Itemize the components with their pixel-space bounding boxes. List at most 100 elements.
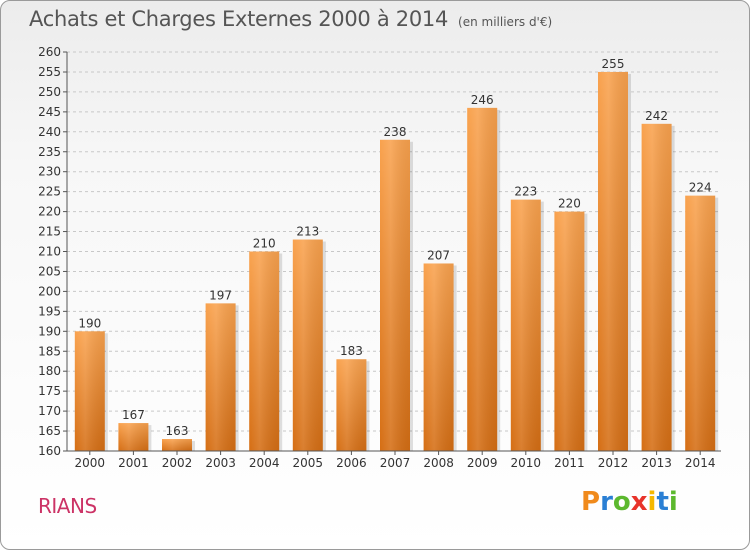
bar-shine: [423, 263, 454, 451]
bar-shine: [205, 303, 236, 451]
bar: [685, 195, 719, 451]
y-tick-label: 180: [38, 364, 61, 378]
y-tick-label: 160: [38, 444, 61, 458]
chart-header: Achats et Charges Externes 2000 à 2014 (e…: [29, 7, 552, 31]
data-label: 238: [384, 125, 407, 139]
logo-letter: P: [581, 487, 601, 517]
y-tick-label: 255: [38, 65, 61, 79]
bar: [249, 251, 283, 451]
bar-shine: [554, 211, 585, 451]
bar: [467, 107, 501, 452]
x-tick-label: 2001: [118, 456, 149, 470]
commune-name: RIANS: [38, 494, 97, 518]
bar-shine: [292, 239, 323, 451]
y-tick-label: 210: [38, 245, 61, 259]
x-tick-label: 2013: [641, 456, 672, 470]
data-labels: 190 167 163 197 210 213 183 238 207 246 223 220 255 2…: [78, 57, 711, 438]
logo-letter: x: [630, 487, 648, 517]
y-tick-label: 245: [38, 105, 61, 119]
y-tick-label: 240: [38, 125, 61, 139]
bar-shine: [598, 71, 628, 451]
y-tick-label: 190: [38, 324, 61, 338]
x-axis-ticks: 2000 2001 2002 2003 2004 2005 2006 2007 2008 2009…: [75, 451, 716, 470]
x-tick-label: 2010: [511, 456, 542, 470]
y-axis-ticks: 160 165 170 175 180 185 190 195 200 205 210 215 220 2…: [38, 45, 67, 458]
x-tick-label: 2002: [162, 456, 193, 470]
y-tick-label: 205: [38, 264, 61, 278]
x-tick-label: 2012: [598, 456, 629, 470]
data-label: 197: [209, 288, 232, 302]
logo-letter: r: [600, 487, 613, 517]
x-tick-label: 2008: [423, 456, 454, 470]
bar-shine: [380, 139, 410, 451]
logo-letter: o: [612, 487, 631, 517]
bar-shine: [641, 123, 672, 451]
x-tick-label: 2004: [249, 456, 280, 470]
bar: [292, 239, 326, 451]
data-label: 224: [689, 181, 712, 195]
bar-shine: [162, 439, 192, 451]
x-tick-label: 2006: [336, 456, 367, 470]
y-tick-label: 250: [38, 85, 61, 99]
y-tick-label: 215: [38, 225, 61, 239]
bar-shine: [74, 331, 105, 451]
bar: [554, 211, 588, 451]
y-tick-label: 230: [38, 165, 61, 179]
bar: [510, 199, 544, 451]
data-label: 163: [166, 424, 189, 438]
bar-shine: [336, 359, 367, 451]
y-tick-label: 185: [38, 344, 61, 358]
data-label: 190: [78, 316, 101, 330]
bar: [74, 331, 108, 451]
bar: [336, 359, 370, 451]
y-tick-label: 235: [38, 145, 61, 159]
data-label: 242: [645, 109, 668, 123]
x-tick-label: 2014: [685, 456, 716, 470]
y-tick-label: 170: [38, 404, 61, 418]
y-tick-label: 165: [38, 424, 61, 438]
unit-note: (en milliers d'€): [458, 15, 553, 29]
y-tick-label: 175: [38, 384, 61, 398]
bar-shine: [118, 423, 149, 451]
data-label: 246: [471, 93, 494, 107]
y-tick-label: 260: [38, 45, 61, 59]
data-label: 255: [602, 57, 625, 71]
logo-letter: t: [656, 487, 669, 517]
x-tick-label: 2003: [205, 456, 236, 470]
bars: [74, 71, 719, 452]
bar-shine: [685, 195, 716, 451]
bar: [423, 263, 457, 451]
bar-shine: [249, 251, 280, 451]
y-tick-label: 195: [38, 304, 61, 318]
logo-letter: i: [647, 487, 657, 517]
data-label: 220: [558, 197, 581, 211]
bar: [380, 139, 413, 451]
y-tick-label: 200: [38, 284, 61, 298]
bar: [598, 71, 631, 451]
data-label: 223: [514, 185, 537, 199]
data-label: 213: [296, 225, 319, 239]
proxiti-logo: Proxiti: [581, 487, 678, 517]
x-tick-label: 2005: [293, 456, 324, 470]
x-tick-label: 2007: [380, 456, 411, 470]
x-tick-label: 2000: [75, 456, 106, 470]
bar: [641, 123, 675, 451]
x-tick-label: 2009: [467, 456, 498, 470]
bar: [118, 423, 152, 451]
y-tick-label: 220: [38, 205, 61, 219]
x-tick-label: 2011: [554, 456, 585, 470]
bar: [205, 303, 239, 451]
y-tick-label: 225: [38, 185, 61, 199]
axes: [66, 52, 721, 452]
data-label: 210: [253, 237, 276, 251]
bar-shine: [467, 107, 498, 452]
logo-letter: i: [668, 487, 678, 517]
bar: [162, 439, 195, 451]
data-label: 183: [340, 344, 363, 358]
bar-shine: [510, 199, 541, 451]
data-label: 167: [122, 408, 145, 422]
data-label: 207: [427, 248, 450, 262]
chart-title: Achats et Charges Externes 2000 à 2014: [29, 7, 449, 31]
